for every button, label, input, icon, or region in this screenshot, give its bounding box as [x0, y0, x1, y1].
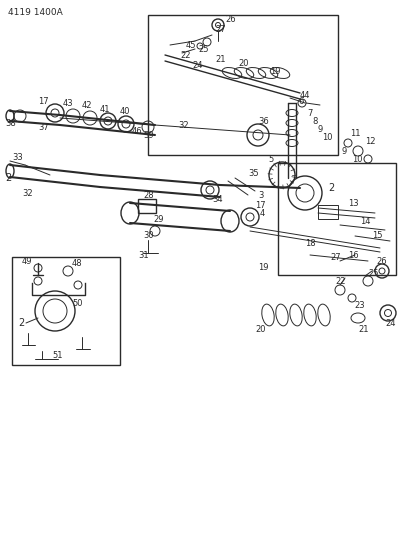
Text: 5: 5: [268, 156, 273, 165]
Text: 2: 2: [5, 173, 11, 183]
Text: 38: 38: [5, 119, 16, 128]
Text: 40: 40: [120, 108, 131, 117]
Text: 7: 7: [307, 109, 313, 117]
Text: 31: 31: [138, 252, 149, 261]
Bar: [138, 199, 156, 213]
Text: 23: 23: [354, 301, 365, 310]
Text: 24: 24: [192, 61, 202, 70]
Bar: [12, 257, 120, 365]
Text: 4: 4: [260, 208, 265, 217]
Text: 33: 33: [12, 154, 23, 163]
Text: 29: 29: [153, 215, 164, 224]
Text: 17: 17: [38, 96, 49, 106]
Text: 51: 51: [52, 351, 62, 359]
Text: 3: 3: [258, 191, 264, 200]
Text: 19: 19: [258, 263, 268, 272]
Text: 30: 30: [143, 231, 154, 240]
Text: 26: 26: [225, 14, 236, 23]
Text: 22: 22: [335, 277, 346, 286]
Text: 48: 48: [72, 259, 83, 268]
Text: 2: 2: [328, 183, 334, 193]
Text: 4119 1400A: 4119 1400A: [8, 8, 63, 17]
Text: 42: 42: [82, 101, 93, 109]
Text: 25: 25: [368, 269, 379, 278]
Text: 20: 20: [238, 59, 248, 68]
Text: 18: 18: [305, 238, 316, 247]
Bar: [318, 205, 338, 219]
Text: 28: 28: [143, 191, 154, 200]
Text: 32: 32: [178, 120, 188, 130]
Text: 37: 37: [38, 123, 49, 132]
Text: 15: 15: [372, 230, 383, 239]
Text: 21: 21: [215, 54, 226, 63]
Text: 27: 27: [215, 26, 226, 35]
Text: 44: 44: [300, 91, 310, 100]
Text: 13: 13: [348, 198, 359, 207]
Text: 10: 10: [322, 133, 333, 141]
Text: 49: 49: [22, 256, 33, 265]
Text: 2: 2: [18, 318, 24, 328]
Text: 34: 34: [212, 196, 223, 205]
Text: 22: 22: [180, 52, 191, 61]
Bar: [148, 15, 338, 155]
Text: 39: 39: [143, 131, 154, 140]
Text: 9: 9: [317, 125, 322, 133]
Text: 9: 9: [342, 147, 347, 156]
Text: 10: 10: [352, 156, 362, 165]
Text: 24: 24: [385, 319, 395, 327]
Text: 16: 16: [348, 251, 359, 260]
Bar: [278, 163, 396, 275]
Text: 8: 8: [312, 117, 317, 125]
Text: 21: 21: [358, 326, 368, 335]
Text: 43: 43: [63, 99, 73, 108]
Text: 17: 17: [255, 201, 266, 211]
Text: 35: 35: [248, 168, 259, 177]
Text: 46: 46: [132, 127, 143, 136]
Text: 14: 14: [360, 216, 370, 225]
Text: 26: 26: [376, 256, 387, 265]
Text: 11: 11: [350, 128, 361, 138]
Text: 36: 36: [258, 117, 269, 125]
Text: 45: 45: [186, 41, 197, 50]
Text: 20: 20: [255, 326, 266, 335]
Text: 19: 19: [270, 67, 281, 76]
Text: 27: 27: [330, 253, 341, 262]
Text: 41: 41: [100, 104, 111, 114]
Text: 32: 32: [22, 189, 33, 198]
Text: 12: 12: [365, 136, 375, 146]
Text: 6: 6: [298, 96, 304, 106]
Text: 25: 25: [198, 45, 208, 54]
Text: 50: 50: [72, 298, 82, 308]
